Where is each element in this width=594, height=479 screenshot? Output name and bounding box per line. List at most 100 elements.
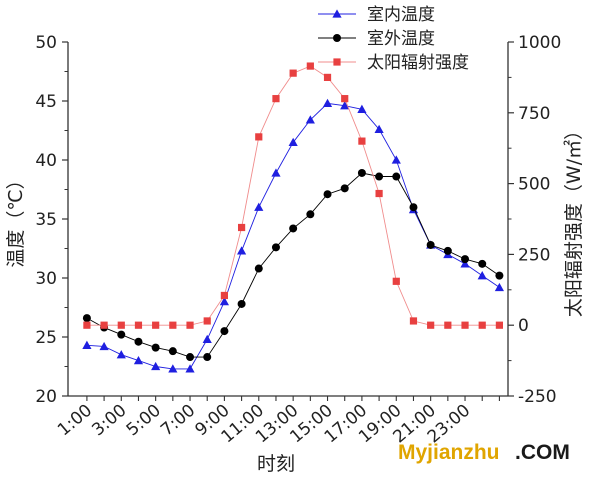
data-point xyxy=(151,361,161,371)
series-line xyxy=(86,172,500,358)
data-point xyxy=(391,155,401,164)
watermark: Myjianzhu .COM xyxy=(398,441,570,464)
data-point xyxy=(409,203,418,212)
y-tick-label: 40 xyxy=(35,151,57,171)
data-point xyxy=(478,321,486,329)
data-point xyxy=(392,277,400,285)
data-point xyxy=(82,340,92,349)
series-2 xyxy=(82,168,504,362)
data-point xyxy=(495,271,504,280)
data-point xyxy=(82,314,91,323)
data-point xyxy=(426,240,435,249)
data-point xyxy=(186,353,195,362)
data-point xyxy=(375,189,383,198)
y2-axis-title: 太阳辐射强度（W/㎡） xyxy=(562,121,585,317)
data-point xyxy=(203,353,212,362)
data-point xyxy=(254,202,264,211)
data-point xyxy=(375,172,384,181)
data-point xyxy=(237,299,246,308)
data-point xyxy=(427,321,435,329)
data-point xyxy=(220,327,229,336)
data-point xyxy=(494,282,505,292)
legend-label: 室内温度 xyxy=(367,5,435,25)
data-point xyxy=(306,210,315,219)
series-layer xyxy=(82,62,505,373)
y2-tick-label: 0 xyxy=(518,316,529,336)
data-point xyxy=(237,223,246,232)
data-point xyxy=(133,356,144,365)
data-point xyxy=(117,330,126,339)
data-point xyxy=(152,321,160,329)
data-point xyxy=(333,34,341,42)
data-point xyxy=(236,246,247,255)
data-point xyxy=(461,321,469,329)
data-point xyxy=(169,321,177,329)
data-point xyxy=(271,168,281,177)
data-point xyxy=(305,115,315,124)
data-point xyxy=(357,168,366,177)
data-point xyxy=(333,58,341,66)
data-point xyxy=(357,104,367,113)
data-point xyxy=(358,137,366,145)
y-tick-label: 45 xyxy=(35,92,57,112)
data-point xyxy=(202,334,212,344)
data-point xyxy=(203,317,211,325)
data-point xyxy=(495,321,504,329)
data-point xyxy=(477,271,487,280)
data-point xyxy=(478,259,487,268)
x-tick-label: 1:00 xyxy=(54,401,96,441)
data-point xyxy=(117,321,125,329)
data-point xyxy=(83,321,91,329)
data-point xyxy=(340,101,350,110)
y2-tick-label: 500 xyxy=(518,175,550,195)
legend-label: 室外温度 xyxy=(367,29,435,49)
data-point xyxy=(100,321,108,329)
data-point xyxy=(116,350,126,359)
data-point xyxy=(460,259,470,268)
y-tick-label: 35 xyxy=(35,210,57,230)
data-point xyxy=(323,190,332,199)
data-point xyxy=(444,321,452,329)
x-tick-label: 5:00 xyxy=(123,401,165,441)
y-tick-label: 30 xyxy=(35,269,57,289)
data-point xyxy=(99,341,109,351)
data-point xyxy=(461,255,470,264)
data-point xyxy=(341,95,349,103)
data-point xyxy=(134,321,143,329)
watermark-main: Myjianzhu xyxy=(398,441,500,464)
data-point xyxy=(185,364,195,373)
data-point xyxy=(220,291,229,300)
data-point xyxy=(272,95,280,103)
watermark-suffix: .COM xyxy=(515,441,570,464)
data-point xyxy=(306,62,314,70)
x-axis-title: 时刻 xyxy=(257,453,295,474)
data-point xyxy=(332,9,342,18)
y2-tick-label: 250 xyxy=(518,245,550,265)
data-point xyxy=(374,124,384,133)
data-point xyxy=(255,133,263,141)
data-point xyxy=(168,364,178,373)
legend-item: 室内温度 xyxy=(318,5,435,25)
series-3 xyxy=(83,62,504,329)
data-point xyxy=(168,347,177,356)
y2-tick-label: 1000 xyxy=(518,33,561,53)
data-point xyxy=(289,69,297,77)
y-tick-label: 20 xyxy=(35,387,57,407)
legend-item: 室外温度 xyxy=(318,29,435,49)
data-point xyxy=(289,224,298,233)
series-1 xyxy=(82,98,505,373)
data-point xyxy=(219,297,230,306)
data-point xyxy=(134,337,143,346)
legend-item: 太阳辐射强度 xyxy=(318,53,469,73)
y-tick-label: 50 xyxy=(35,33,57,53)
data-point xyxy=(409,317,418,325)
data-point xyxy=(340,184,349,193)
y2-tick-label: -250 xyxy=(518,387,557,407)
legend-label: 太阳辐射强度 xyxy=(367,53,469,73)
x-tick-label: 7:00 xyxy=(157,401,199,441)
data-point xyxy=(443,246,452,255)
y-axis-title: 温度（℃） xyxy=(5,170,27,267)
